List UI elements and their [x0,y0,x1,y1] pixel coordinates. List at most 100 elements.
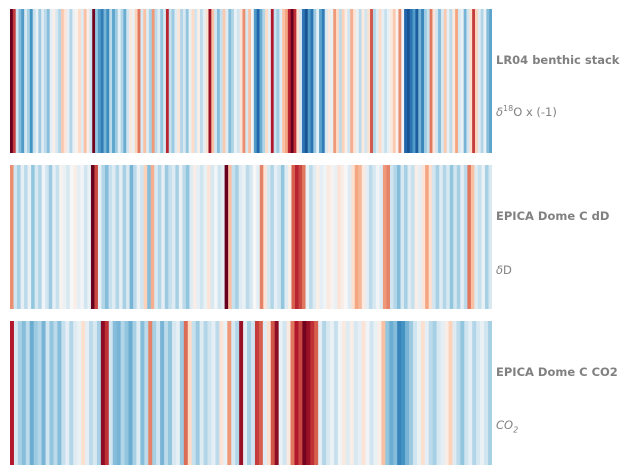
stripe [302,9,306,153]
stripe [368,165,373,309]
stripe [355,9,360,153]
stripe [20,165,25,309]
stripe [330,165,335,309]
stripe [143,165,148,309]
stripe [27,165,32,309]
stripe [449,9,453,153]
stripe [224,165,229,309]
stripe [463,9,468,153]
stripe [52,165,57,309]
stripe [389,9,394,153]
stripe [310,321,315,465]
stripe [219,9,224,153]
stripe [245,165,250,309]
stripe [157,165,162,309]
stripe [338,9,343,153]
stripe [69,321,74,465]
stripe [205,9,210,153]
stripe [381,321,386,465]
stripe [369,321,375,465]
stripe [309,165,314,309]
stripe [203,321,209,465]
stripe [227,321,232,465]
stripe [245,9,249,153]
stripe [175,165,180,309]
stripe [274,321,280,465]
stripe [324,9,329,153]
stripe [484,321,489,465]
stripe [270,9,275,153]
stripe [284,165,289,309]
stripe [109,9,113,153]
stripe [76,165,81,309]
stripe [291,165,296,309]
stripe [137,9,142,153]
stripe [254,321,260,465]
stripe [25,321,31,465]
stripe [296,9,300,153]
stripe [418,165,423,309]
stripe [476,321,481,465]
stripe [407,165,412,309]
panel-title-epica-co2: EPICA Dome C CO2 [496,365,618,379]
stripe [247,321,252,465]
stripe [136,321,141,465]
stripe [221,165,226,309]
stripe [12,9,17,153]
stripe [262,321,268,465]
stripe [321,9,326,153]
stripe [120,9,125,153]
stripe [17,165,22,309]
stripe [185,9,190,153]
stripe [55,9,59,153]
stripe [197,9,201,153]
stripe [480,9,485,153]
stripe [199,321,205,465]
stripe [86,9,90,153]
stripe [421,9,425,153]
stripe [432,9,436,153]
stripe [188,9,193,153]
stripe [52,9,56,153]
stripe [161,165,166,309]
stripe [432,165,437,309]
stripe [10,165,15,309]
stripe [140,165,145,309]
stripe [268,9,272,153]
stripe [387,9,391,153]
stripe [397,321,402,465]
stripe [41,165,46,309]
stripe [157,9,161,153]
stripe [440,321,446,465]
stripe [266,321,272,465]
stripe [61,9,65,153]
stripe [340,165,345,309]
stripe [75,9,79,153]
stripe [351,165,356,309]
stripe [270,321,276,465]
stripe [265,9,269,153]
stripe [270,165,275,309]
stripe [480,321,485,465]
stripe [38,165,43,309]
stripe [29,9,34,153]
stripe [58,9,62,153]
stripe [347,9,351,153]
stripe [401,9,405,153]
stripe [117,9,122,153]
stripe [341,321,347,465]
stripe [217,165,222,309]
stripe [55,165,60,309]
stripe [211,321,217,465]
stripe [122,165,127,309]
stripe [319,9,323,153]
stripe [344,165,349,309]
stripe [168,9,173,153]
stripe [409,9,414,153]
stripe [210,165,215,309]
stripe [252,165,257,309]
stripe [481,165,486,309]
stripe [171,165,176,309]
stripe [358,9,363,153]
stripe [124,321,130,465]
